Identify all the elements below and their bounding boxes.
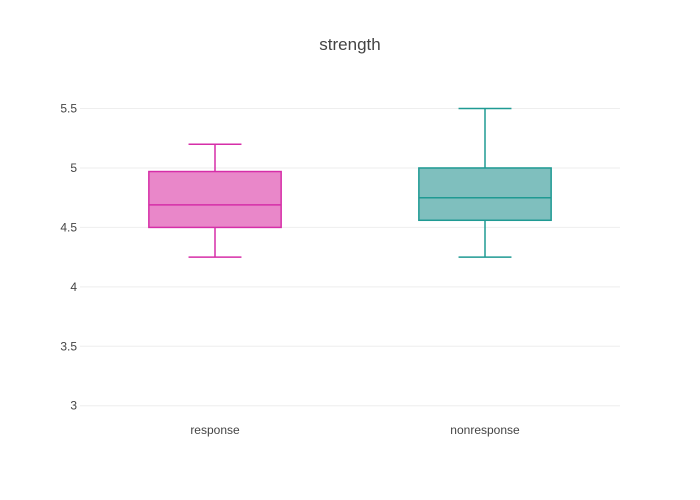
chart-title: strength <box>319 35 380 54</box>
y-tick-label: 5.5 <box>60 102 77 116</box>
box-response <box>148 143 282 258</box>
boxes <box>148 107 552 258</box>
y-tick-label: 3 <box>70 399 77 413</box>
y-tick-label: 4 <box>70 280 77 294</box>
y-tick-label: 5 <box>70 161 77 175</box>
y-axis-ticks: 3 3.5 4 4.5 5 5.5 <box>60 102 77 413</box>
y-tick-label: 4.5 <box>60 220 77 234</box>
iqr-box <box>418 167 552 222</box>
y-tick-label: 3.5 <box>60 339 77 353</box>
x-axis-ticks: response nonresponse <box>190 423 520 437</box>
x-tick-label: nonresponse <box>450 423 520 437</box>
grid-lines <box>80 108 620 407</box>
x-tick-label: response <box>190 423 240 437</box>
iqr-box <box>148 170 282 229</box>
box-nonresponse <box>418 107 552 258</box>
